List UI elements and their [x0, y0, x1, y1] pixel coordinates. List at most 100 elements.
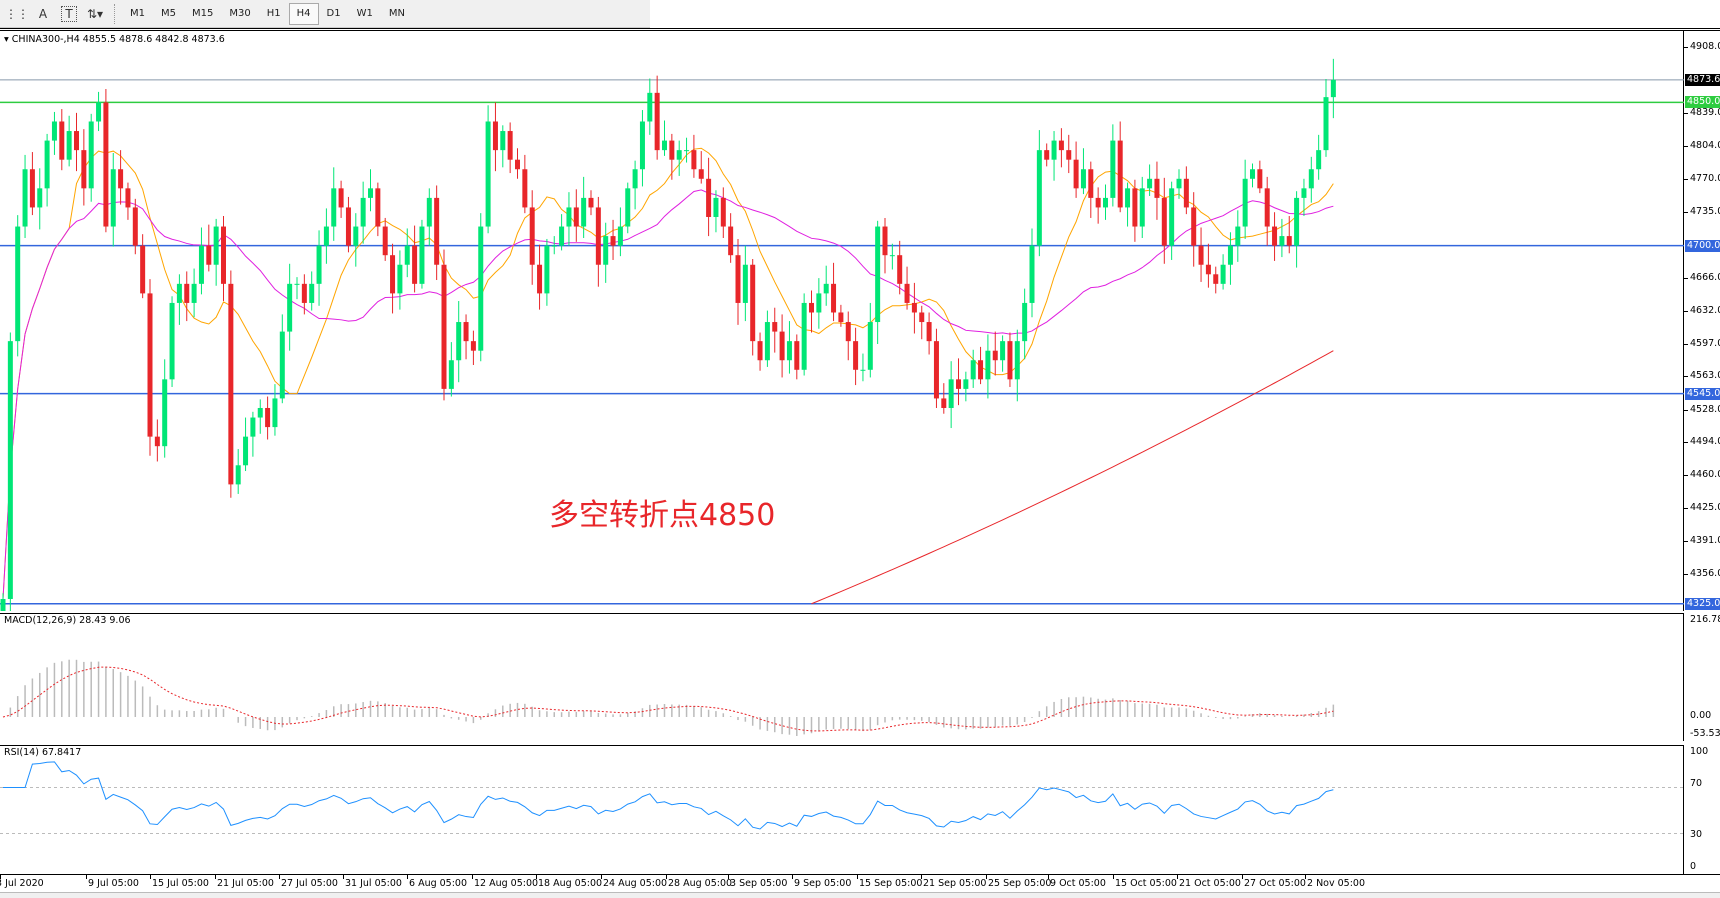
candle	[684, 137, 690, 163]
candle	[37, 168, 43, 230]
candle	[1198, 227, 1204, 282]
candle	[1139, 176, 1145, 238]
candle	[353, 213, 359, 267]
macd-canvas	[2, 659, 1335, 737]
timeframe-m1[interactable]: M1	[130, 8, 145, 19]
price-axis-tick	[1684, 278, 1688, 280]
candle	[1110, 124, 1116, 207]
time-axis-label: 27 Jul 05:00	[281, 878, 338, 889]
candle	[595, 196, 601, 287]
candle	[198, 227, 204, 295]
candle	[698, 151, 704, 184]
timeframe-m30[interactable]: M30	[229, 8, 251, 19]
time-axis-label: 28 Aug 05:00	[668, 878, 733, 889]
candle	[1227, 232, 1233, 285]
time-axis-tick	[86, 875, 87, 879]
candle	[1088, 161, 1094, 218]
candle	[235, 449, 241, 494]
candle	[103, 89, 109, 233]
candle	[125, 182, 131, 220]
candle	[448, 342, 454, 397]
annotation-text: 多空转折点4850	[549, 498, 776, 533]
timeframe-h4[interactable]: H4	[288, 2, 319, 25]
candle	[654, 75, 660, 160]
time-axis-label: 27 Oct 05:00	[1244, 878, 1306, 889]
candle	[992, 331, 998, 376]
candle	[7, 332, 13, 611]
time-axis-label: 21 Oct 05:00	[1179, 878, 1241, 889]
price-axis-label: 4563.0	[1690, 370, 1720, 382]
time-axis-tick	[792, 875, 793, 879]
candle	[838, 304, 844, 327]
symbol-info: ▾ CHINA300-,H4 4855.5 4878.6 4842.8 4873…	[4, 34, 225, 45]
candle	[1250, 163, 1255, 188]
candle	[1161, 177, 1167, 264]
timeframe-h1[interactable]: H1	[266, 8, 281, 19]
candle	[581, 176, 587, 238]
time-axis-label: 9 Sep 05:00	[794, 878, 852, 889]
time-axis-tick	[472, 875, 473, 879]
timeframe-w1[interactable]: W1	[356, 8, 373, 19]
price-axis-tick	[1684, 376, 1688, 378]
timeframe-d1[interactable]: D1	[326, 8, 341, 19]
candle	[897, 240, 903, 295]
time-axis: 3 Jul 2020 9 Jul 05:00 15 Jul 05:00 21 Jul …	[0, 874, 1720, 892]
macd-pane[interactable]: MACD(12,26,9) 28.43 9.06	[0, 613, 1684, 741]
price-axis-tick	[1684, 310, 1688, 312]
candle	[1242, 159, 1248, 239]
candle	[485, 105, 491, 234]
timeframe-mn[interactable]: MN	[388, 8, 405, 19]
candle	[816, 278, 822, 329]
candle	[1007, 332, 1013, 387]
candle	[257, 399, 263, 434]
macd-signal-line	[2, 666, 1334, 732]
candle	[1235, 210, 1241, 262]
candle	[492, 102, 498, 172]
candle	[772, 307, 778, 353]
candle	[853, 327, 859, 386]
candle	[617, 207, 623, 257]
candle	[823, 265, 829, 306]
price-chart[interactable]: ▾ CHINA300-,H4 4855.5 4878.6 4842.8 4873…	[0, 31, 1684, 611]
candle	[537, 244, 543, 310]
candle	[566, 192, 572, 246]
rsi-pane[interactable]: RSI(14) 67.8417	[0, 745, 1684, 874]
time-axis-tick	[666, 875, 667, 879]
candle	[941, 383, 947, 414]
candle	[1169, 181, 1175, 260]
macd-axis-max: 216.78	[1690, 614, 1720, 625]
candle	[1080, 148, 1086, 195]
candle	[867, 302, 873, 378]
candle	[1272, 212, 1278, 261]
candle	[345, 196, 351, 253]
candle	[647, 78, 653, 135]
arrows-icon[interactable]: ⇅▾	[86, 6, 104, 21]
grid-icon[interactable]: ⋮⋮	[5, 6, 29, 21]
rsi-label: RSI(14) 67.8417	[4, 747, 82, 758]
candle	[963, 371, 969, 402]
candle	[412, 225, 418, 293]
price-axis-tick	[1684, 442, 1688, 444]
candle	[573, 189, 579, 242]
candle	[691, 134, 697, 178]
text-tool-button[interactable]: A	[38, 6, 48, 21]
time-axis-tick	[601, 875, 602, 879]
candle	[338, 180, 344, 218]
timeframe-m5[interactable]: M5	[161, 8, 176, 19]
candle	[728, 213, 734, 263]
candle	[845, 311, 851, 361]
price-axis-label: 4460.0	[1690, 468, 1720, 480]
candle	[978, 346, 984, 385]
candle	[1117, 121, 1123, 213]
chart-top-border	[0, 28, 1720, 31]
candle	[419, 219, 425, 289]
candle	[735, 238, 741, 325]
candle	[15, 215, 21, 357]
time-axis-tick	[857, 875, 858, 879]
price-axis-tick	[1684, 212, 1688, 214]
timeframe-m15[interactable]: M15	[192, 8, 214, 19]
candle	[441, 249, 447, 401]
candle	[88, 113, 94, 202]
candle	[831, 262, 837, 322]
label-tool-button[interactable]: T	[61, 5, 77, 22]
